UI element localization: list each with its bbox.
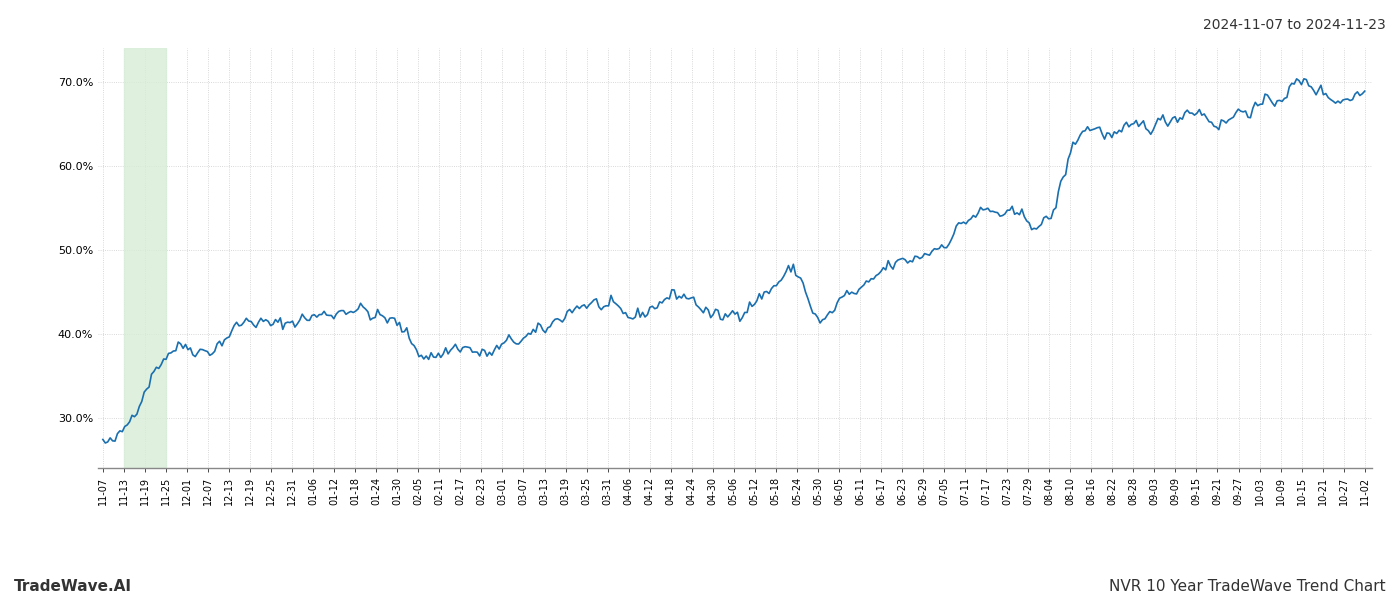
Text: 2024-11-07 to 2024-11-23: 2024-11-07 to 2024-11-23 [1203,18,1386,32]
Text: NVR 10 Year TradeWave Trend Chart: NVR 10 Year TradeWave Trend Chart [1109,579,1386,594]
Bar [123,48,167,468]
Text: TradeWave.AI: TradeWave.AI [14,579,132,594]
